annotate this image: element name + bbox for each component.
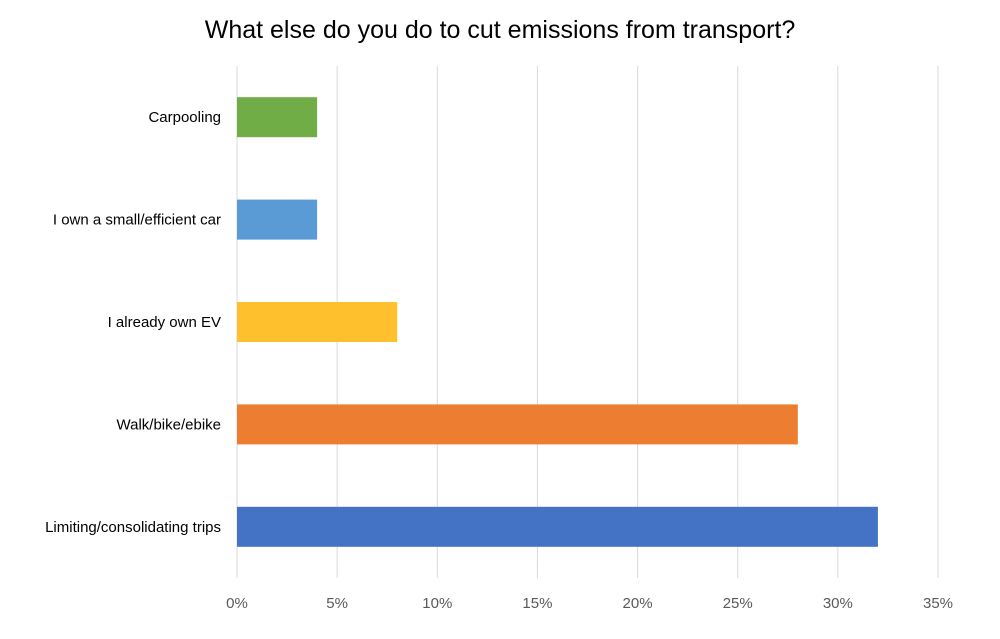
x-tick-label: 0% (226, 595, 248, 612)
bars (237, 97, 878, 547)
x-tick-label: 10% (422, 595, 452, 612)
bar (237, 199, 318, 240)
category-label: I already own EV (108, 314, 221, 331)
bar (237, 506, 878, 547)
x-tick-label: 25% (723, 595, 753, 612)
bar (237, 302, 398, 342)
x-tick-label: 5% (326, 595, 348, 612)
bar (237, 404, 798, 445)
category-labels: Carpooling I own a small/efficient car I a… (45, 109, 221, 536)
category-label: Carpooling (148, 109, 221, 126)
chart-title: What else do you do to cut emissions fro… (204, 16, 796, 44)
x-tick-label: 15% (522, 595, 552, 612)
category-label: Walk/bike/ebike (117, 416, 222, 433)
category-label: I own a small/efficient car (53, 212, 221, 229)
x-tick-label: 20% (623, 595, 653, 612)
x-tick-label: 30% (823, 595, 853, 612)
bar (237, 97, 318, 138)
x-tick-labels: 0% 5% 10% 15% 20% 25% 30% 35% (226, 595, 953, 612)
x-tick-label: 35% (923, 595, 953, 612)
category-label: Limiting/consolidating trips (45, 519, 221, 536)
